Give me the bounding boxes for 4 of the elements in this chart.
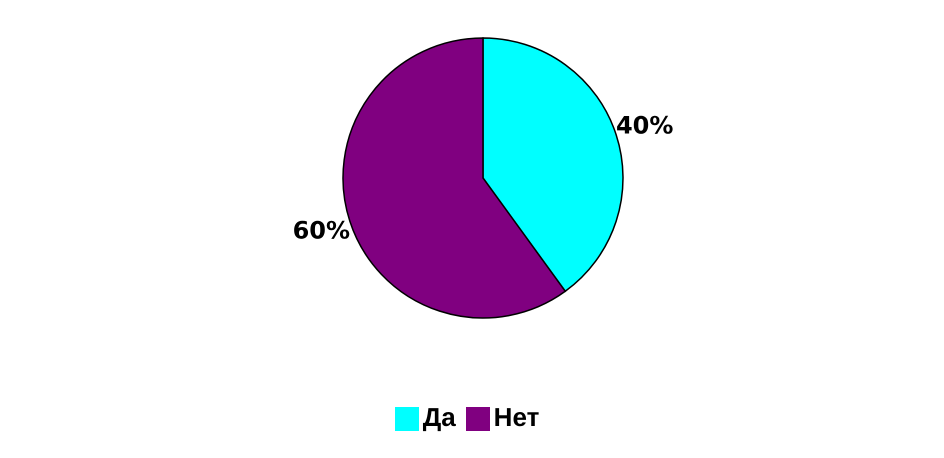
legend-label: Да: [422, 402, 456, 432]
data-label: 60%: [292, 216, 350, 245]
data-label: 40%: [616, 111, 674, 140]
legend-label: Нет: [494, 402, 540, 432]
